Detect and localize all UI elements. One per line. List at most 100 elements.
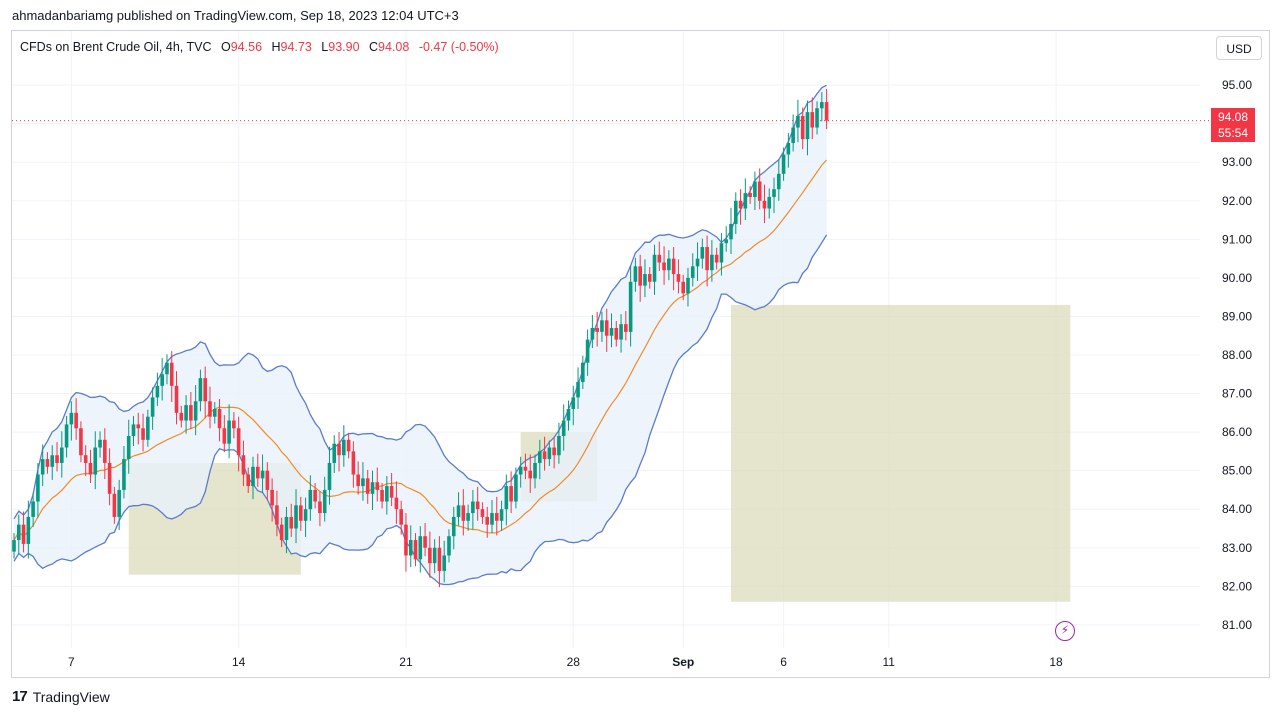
- candle-body: [557, 435, 561, 456]
- candle-body: [313, 489, 317, 502]
- candle-body: [385, 486, 389, 502]
- candle-body: [695, 258, 700, 267]
- candle-body: [26, 516, 31, 544]
- candle-body: [542, 451, 547, 460]
- candle-body: [595, 328, 599, 332]
- candle-body: [327, 462, 332, 490]
- close-label: C: [369, 40, 379, 54]
- candle-body: [299, 505, 303, 521]
- symbol-legend: CFDs on Brent Crude Oil, 4h, TVC O94.56 …: [20, 40, 499, 54]
- candle-body: [499, 509, 504, 521]
- candle-body: [389, 486, 394, 498]
- candle-body: [370, 482, 375, 494]
- candle-body: [518, 466, 523, 475]
- candle-body: [174, 385, 179, 413]
- y-axis-tick-label: 88.00: [1222, 348, 1252, 362]
- lightning-icon[interactable]: ⚡: [1055, 621, 1075, 641]
- x-axis-tick-label: Sep: [672, 655, 694, 669]
- candle-body: [428, 547, 432, 564]
- candle-body: [824, 102, 829, 121]
- chart-frame[interactable]: [11, 30, 1270, 678]
- y-axis-tick-label: 95.00: [1222, 78, 1252, 92]
- candle-body: [131, 424, 136, 436]
- close-value: 94.08: [378, 40, 410, 54]
- candle-body: [738, 200, 743, 209]
- candle-body: [509, 486, 513, 502]
- candle-body: [251, 466, 255, 487]
- candle-body: [122, 459, 126, 490]
- candle-body: [375, 482, 380, 490]
- candle-body: [777, 173, 781, 190]
- candle-body: [342, 439, 346, 456]
- candle-body: [36, 474, 40, 502]
- bollinger-band-fill: [14, 85, 827, 585]
- candle-body: [590, 328, 595, 340]
- candle-body: [21, 524, 26, 544]
- candle-body: [585, 339, 590, 363]
- candle-body: [628, 281, 633, 332]
- candle-body: [528, 470, 533, 479]
- x-axis-tick-label: 7: [68, 655, 75, 669]
- candle-body: [146, 416, 150, 440]
- candle-body: [538, 451, 542, 463]
- candle-body: [581, 362, 585, 382]
- candle-body: [647, 274, 652, 282]
- y-axis-tick-label: 90.00: [1222, 271, 1252, 285]
- y-axis-tick-label: 86.00: [1222, 425, 1252, 439]
- candle-body: [652, 254, 657, 282]
- candle-body: [533, 462, 537, 479]
- candle-body: [93, 447, 98, 475]
- candle-body: [279, 524, 284, 541]
- candle-body: [399, 509, 403, 525]
- candle-body: [165, 362, 169, 375]
- x-axis-tick-label: 28: [567, 655, 581, 669]
- candle-body: [227, 420, 231, 444]
- candle-body: [480, 509, 485, 517]
- candle-body: [456, 505, 461, 517]
- candle-body: [284, 516, 289, 541]
- candle-body: [126, 435, 131, 460]
- candle-body: [351, 451, 356, 475]
- candle-body: [107, 462, 112, 494]
- candle-body: [710, 254, 714, 271]
- candle-body: [356, 474, 360, 487]
- candle-body: [160, 374, 164, 386]
- open-value: 94.56: [230, 40, 263, 54]
- candle-body: [514, 474, 518, 502]
- candle-body: [729, 223, 733, 240]
- candle-body: [184, 405, 188, 421]
- candle-body: [212, 408, 217, 417]
- candle-body: [757, 181, 762, 201]
- candle-body: [260, 470, 265, 479]
- candle-body: [753, 181, 757, 197]
- candle-body: [667, 258, 671, 271]
- candle-body: [805, 112, 810, 140]
- candle-body: [571, 397, 576, 409]
- candle-body: [241, 455, 246, 475]
- candle-body: [150, 397, 155, 417]
- candle-body: [681, 281, 685, 294]
- candle-body: [800, 115, 805, 140]
- candle-body: [815, 108, 819, 128]
- candle-body: [657, 254, 662, 263]
- x-axis-tick-label: 18: [1049, 655, 1063, 669]
- candle-body: [50, 455, 55, 467]
- y-axis-tick-label: 83.00: [1222, 541, 1252, 555]
- candle-body: [60, 447, 64, 463]
- candle-body: [141, 428, 145, 440]
- candle-body: [337, 443, 341, 456]
- currency-button[interactable]: USD: [1216, 36, 1262, 60]
- y-axis-tick-label: 82.00: [1222, 579, 1252, 593]
- candle-body: [705, 247, 709, 271]
- candle-body: [772, 189, 776, 197]
- candle-body: [136, 424, 141, 429]
- candle-body: [255, 466, 260, 479]
- candle-body: [561, 420, 566, 436]
- candle-body: [796, 115, 800, 128]
- candle-body: [523, 466, 528, 471]
- candle-body: [308, 489, 313, 510]
- candle-body: [748, 193, 752, 197]
- candle-body: [423, 536, 427, 548]
- y-axis-tick-label: 81.00: [1222, 618, 1252, 632]
